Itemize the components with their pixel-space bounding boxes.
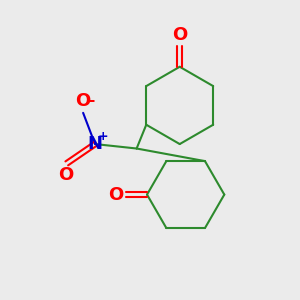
Text: O: O (58, 166, 73, 184)
Text: N: N (88, 135, 103, 153)
Text: O: O (172, 26, 187, 44)
Text: O: O (76, 92, 91, 110)
Text: O: O (108, 186, 123, 204)
Text: +: + (97, 130, 108, 143)
Text: -: - (88, 94, 94, 109)
